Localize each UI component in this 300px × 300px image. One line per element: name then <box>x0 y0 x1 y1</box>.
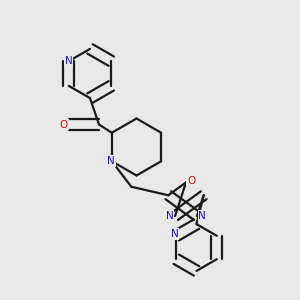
Text: N: N <box>107 156 115 166</box>
Text: N: N <box>171 229 178 239</box>
Text: N: N <box>166 211 173 221</box>
Text: N: N <box>65 56 73 66</box>
Text: O: O <box>59 119 68 130</box>
Text: N: N <box>199 211 206 221</box>
Text: O: O <box>187 176 196 186</box>
